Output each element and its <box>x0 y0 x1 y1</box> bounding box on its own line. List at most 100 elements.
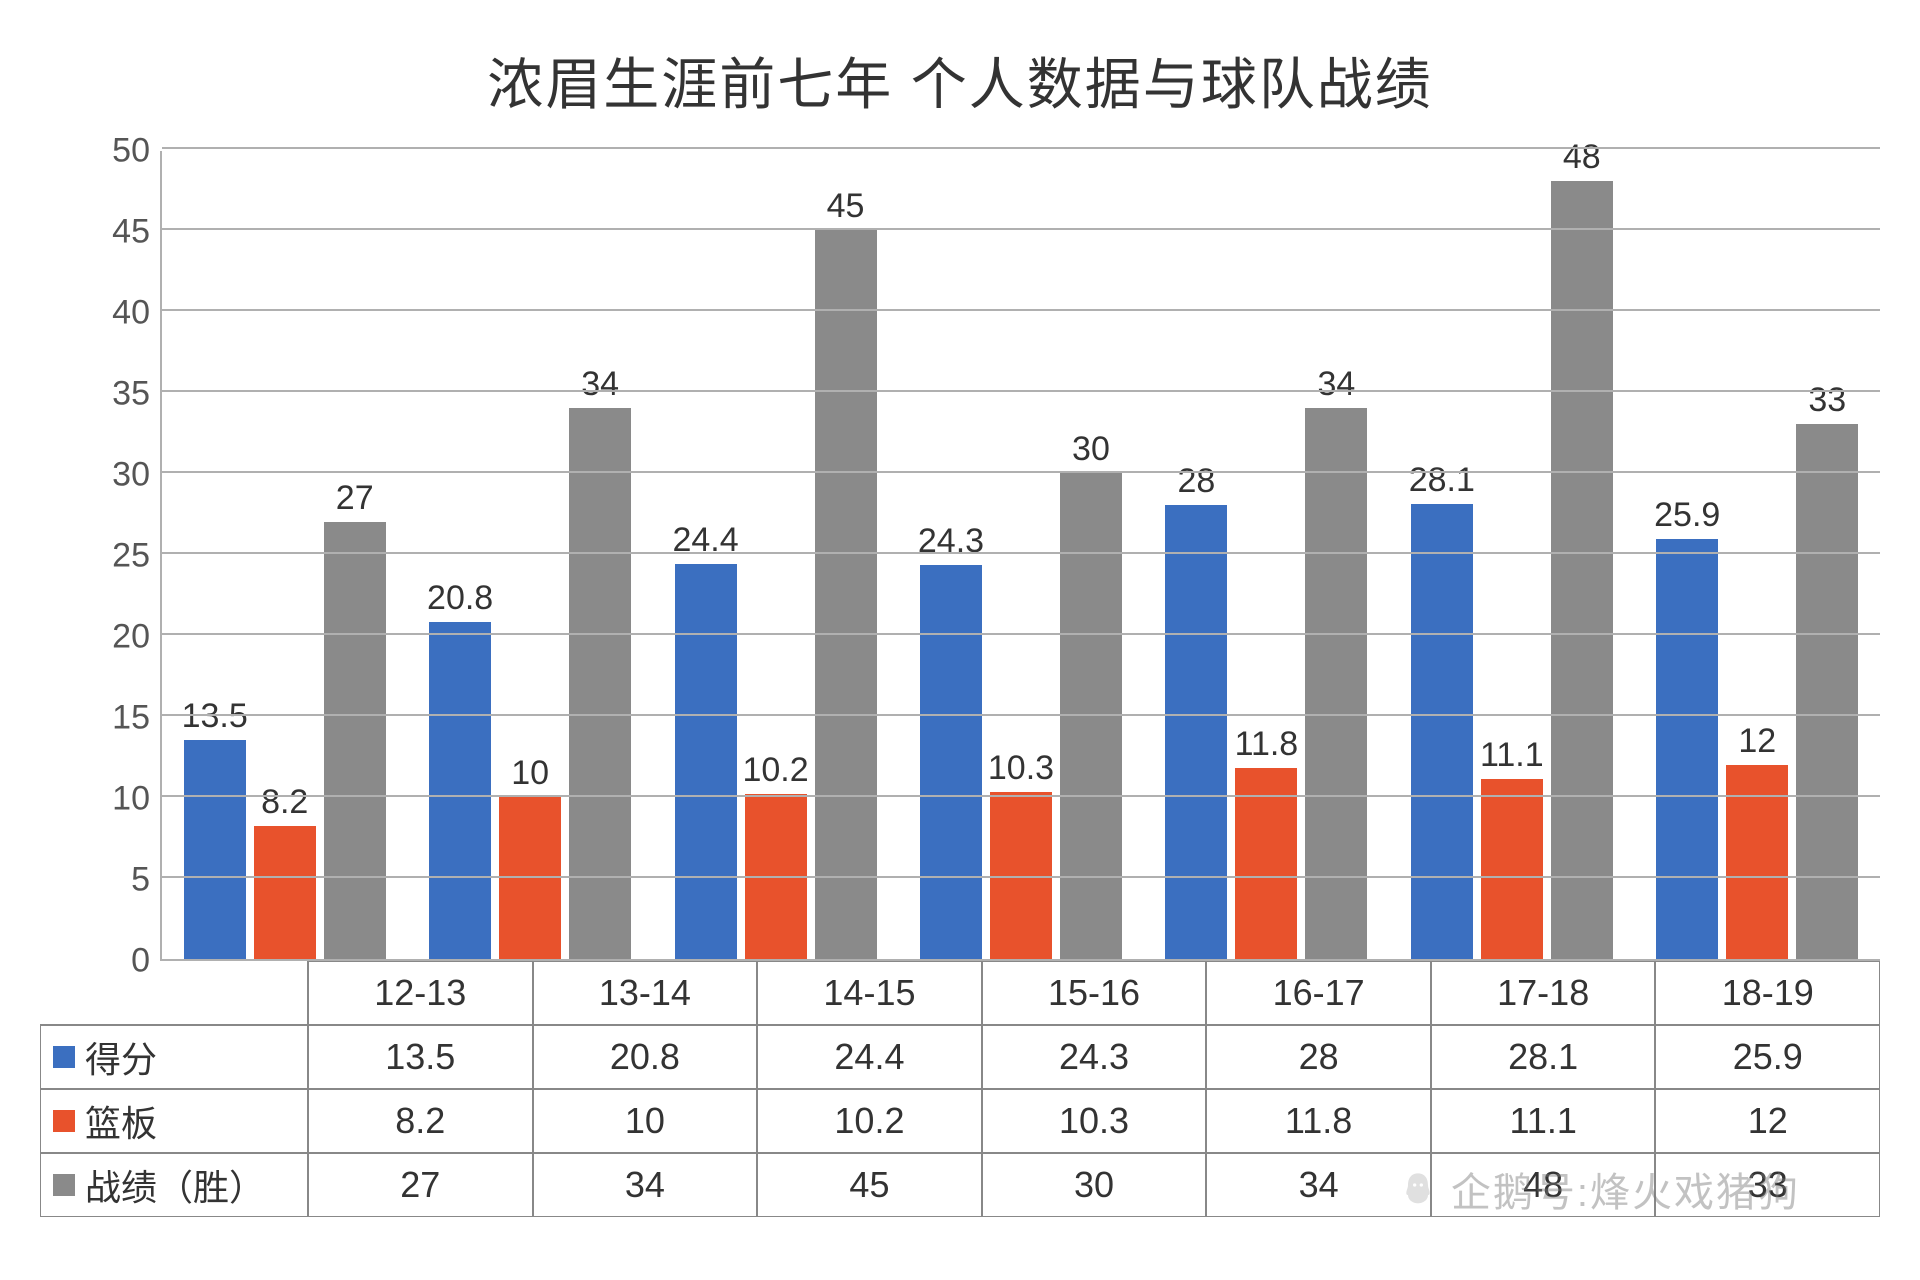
bar-value-label: 25.9 <box>1654 496 1720 535</box>
plot-area: 13.58.22720.8103424.410.24524.310.330281… <box>160 151 1880 961</box>
legend-label: 篮板 <box>85 1095 157 1147</box>
y-tick-label: 20 <box>112 618 150 657</box>
table-category-cell: 18-19 <box>1655 961 1880 1025</box>
legend-swatch <box>53 1110 75 1132</box>
table-value-cell: 10.2 <box>757 1089 982 1153</box>
table-category-cell: 15-16 <box>982 961 1207 1025</box>
plot-and-table: 05101520253035404550 13.58.22720.8103424… <box>40 151 1880 1217</box>
bar-rebounds: 11.1 <box>1481 779 1543 959</box>
table-value-cell: 10 <box>533 1089 758 1153</box>
bar-points: 25.9 <box>1656 539 1718 959</box>
table-value-cell: 28 <box>1206 1025 1431 1089</box>
bar-wins: 33 <box>1796 424 1858 959</box>
bar-value-label: 11.1 <box>1480 736 1544 775</box>
bar-group: 24.310.330 <box>898 151 1143 959</box>
table-value-cell: 34 <box>1206 1153 1431 1217</box>
bar-value-label: 10.2 <box>742 751 808 790</box>
y-tick-label: 15 <box>112 699 150 738</box>
bar-points: 24.4 <box>675 564 737 959</box>
bar-value-label: 24.3 <box>918 522 984 561</box>
bar-points: 28 <box>1165 505 1227 959</box>
legend-item-wins: 战绩（胜） <box>40 1153 308 1217</box>
bar-wins: 30 <box>1060 473 1122 959</box>
table-value-cell: 11.8 <box>1206 1089 1431 1153</box>
bar-group: 13.58.227 <box>162 151 407 959</box>
bar-wins: 45 <box>815 230 877 959</box>
bar-group: 20.81034 <box>407 151 652 959</box>
grid-line <box>162 876 1880 878</box>
grid-line <box>162 714 1880 716</box>
table-row: 战绩（胜）27344530344833 <box>40 1153 1880 1217</box>
bar-value-label: 34 <box>1317 365 1355 404</box>
table-category-cell: 17-18 <box>1431 961 1656 1025</box>
bar-group: 24.410.245 <box>653 151 898 959</box>
table-value-cell: 12 <box>1655 1089 1880 1153</box>
bar-value-label: 8.2 <box>261 783 308 822</box>
bar-value-label: 10 <box>511 754 549 793</box>
bar-value-label: 27 <box>336 479 374 518</box>
table-value-cell: 28.1 <box>1431 1025 1656 1089</box>
table-value-cell: 25.9 <box>1655 1025 1880 1089</box>
table-row: 得分13.520.824.424.32828.125.9 <box>40 1025 1880 1089</box>
y-tick-label: 0 <box>131 942 150 981</box>
bar-group: 2811.8 34 <box>1144 151 1389 959</box>
grid-line <box>162 795 1880 797</box>
table-value-cells: 27344530344833 <box>308 1153 1880 1217</box>
y-tick-label: 50 <box>112 132 150 171</box>
bar-group: 25.91233 <box>1635 151 1880 959</box>
table-value-cell: 8.2 <box>308 1089 533 1153</box>
plot-row: 05101520253035404550 13.58.22720.8103424… <box>40 151 1880 961</box>
table-value-cell: 20.8 <box>533 1025 758 1089</box>
legend-swatch <box>53 1046 75 1068</box>
grid-line <box>162 552 1880 554</box>
table-value-cell: 33 <box>1655 1153 1880 1217</box>
y-tick-label: 45 <box>112 213 150 252</box>
table-value-cell: 45 <box>757 1153 982 1217</box>
table-value-cell: 24.3 <box>982 1025 1207 1089</box>
bar-value-label: 11.8 <box>1235 725 1299 764</box>
y-tick-label: 5 <box>131 861 150 900</box>
bar-points: 20.8 <box>429 622 491 959</box>
bar-group: 28.111.148 <box>1389 151 1634 959</box>
table-row: 篮板 8.21010.210.311.811.112 <box>40 1089 1880 1153</box>
grid-line <box>162 633 1880 635</box>
bar-points: 24.3 <box>920 565 982 959</box>
bar-value-label: 33 <box>1808 381 1846 420</box>
legend-item-points: 得分 <box>40 1025 308 1089</box>
table-value-cell: 10.3 <box>982 1089 1207 1153</box>
bar-points: 28.1 <box>1411 504 1473 959</box>
grid-line <box>162 147 1880 149</box>
chart-title: 浓眉生涯前七年 个人数据与球队战绩 <box>40 40 1880 121</box>
bar-wins: 27 <box>324 522 386 959</box>
bar-rebounds: 12 <box>1726 765 1788 959</box>
table-value-cells: 8.21010.210.311.811.112 <box>308 1089 1880 1153</box>
bar-rebounds: 8.2 <box>254 826 316 959</box>
legend-item-rebounds: 篮板 <box>40 1089 308 1153</box>
bar-value-label: 30 <box>1072 430 1110 469</box>
table-category-cell: 13-14 <box>533 961 758 1025</box>
y-tick-label: 30 <box>112 456 150 495</box>
table-value-cell: 13.5 <box>308 1025 533 1089</box>
table-category-cell: 16-17 <box>1206 961 1431 1025</box>
y-axis: 05101520253035404550 <box>40 151 160 961</box>
bar-groups: 13.58.22720.8103424.410.24524.310.330281… <box>162 151 1880 959</box>
table-header-row: 12-1313-1414-1515-1616-1717-1818-19 <box>40 961 1880 1025</box>
y-tick-label: 35 <box>112 375 150 414</box>
table-category-cell: 14-15 <box>757 961 982 1025</box>
chart-container: 浓眉生涯前七年 个人数据与球队战绩 05101520253035404550 1… <box>0 0 1920 1280</box>
grid-line <box>162 390 1880 392</box>
bar-value-label: 12 <box>1738 722 1776 761</box>
bar-value-label: 45 <box>827 187 865 226</box>
grid-line <box>162 471 1880 473</box>
table-corner-blank <box>40 961 308 1025</box>
bar-value-label: 10.3 <box>988 749 1054 788</box>
table-category-cells: 12-1313-1414-1515-1616-1717-1818-19 <box>308 961 1880 1025</box>
table-value-cell: 48 <box>1431 1153 1656 1217</box>
bar-rebounds: 10 <box>499 797 561 959</box>
grid-line <box>162 309 1880 311</box>
bar-points: 13.5 <box>184 740 246 959</box>
y-tick-label: 10 <box>112 780 150 819</box>
table-value-cell: 30 <box>982 1153 1207 1217</box>
table-value-cell: 34 <box>533 1153 758 1217</box>
bar-value-label: 34 <box>581 365 619 404</box>
